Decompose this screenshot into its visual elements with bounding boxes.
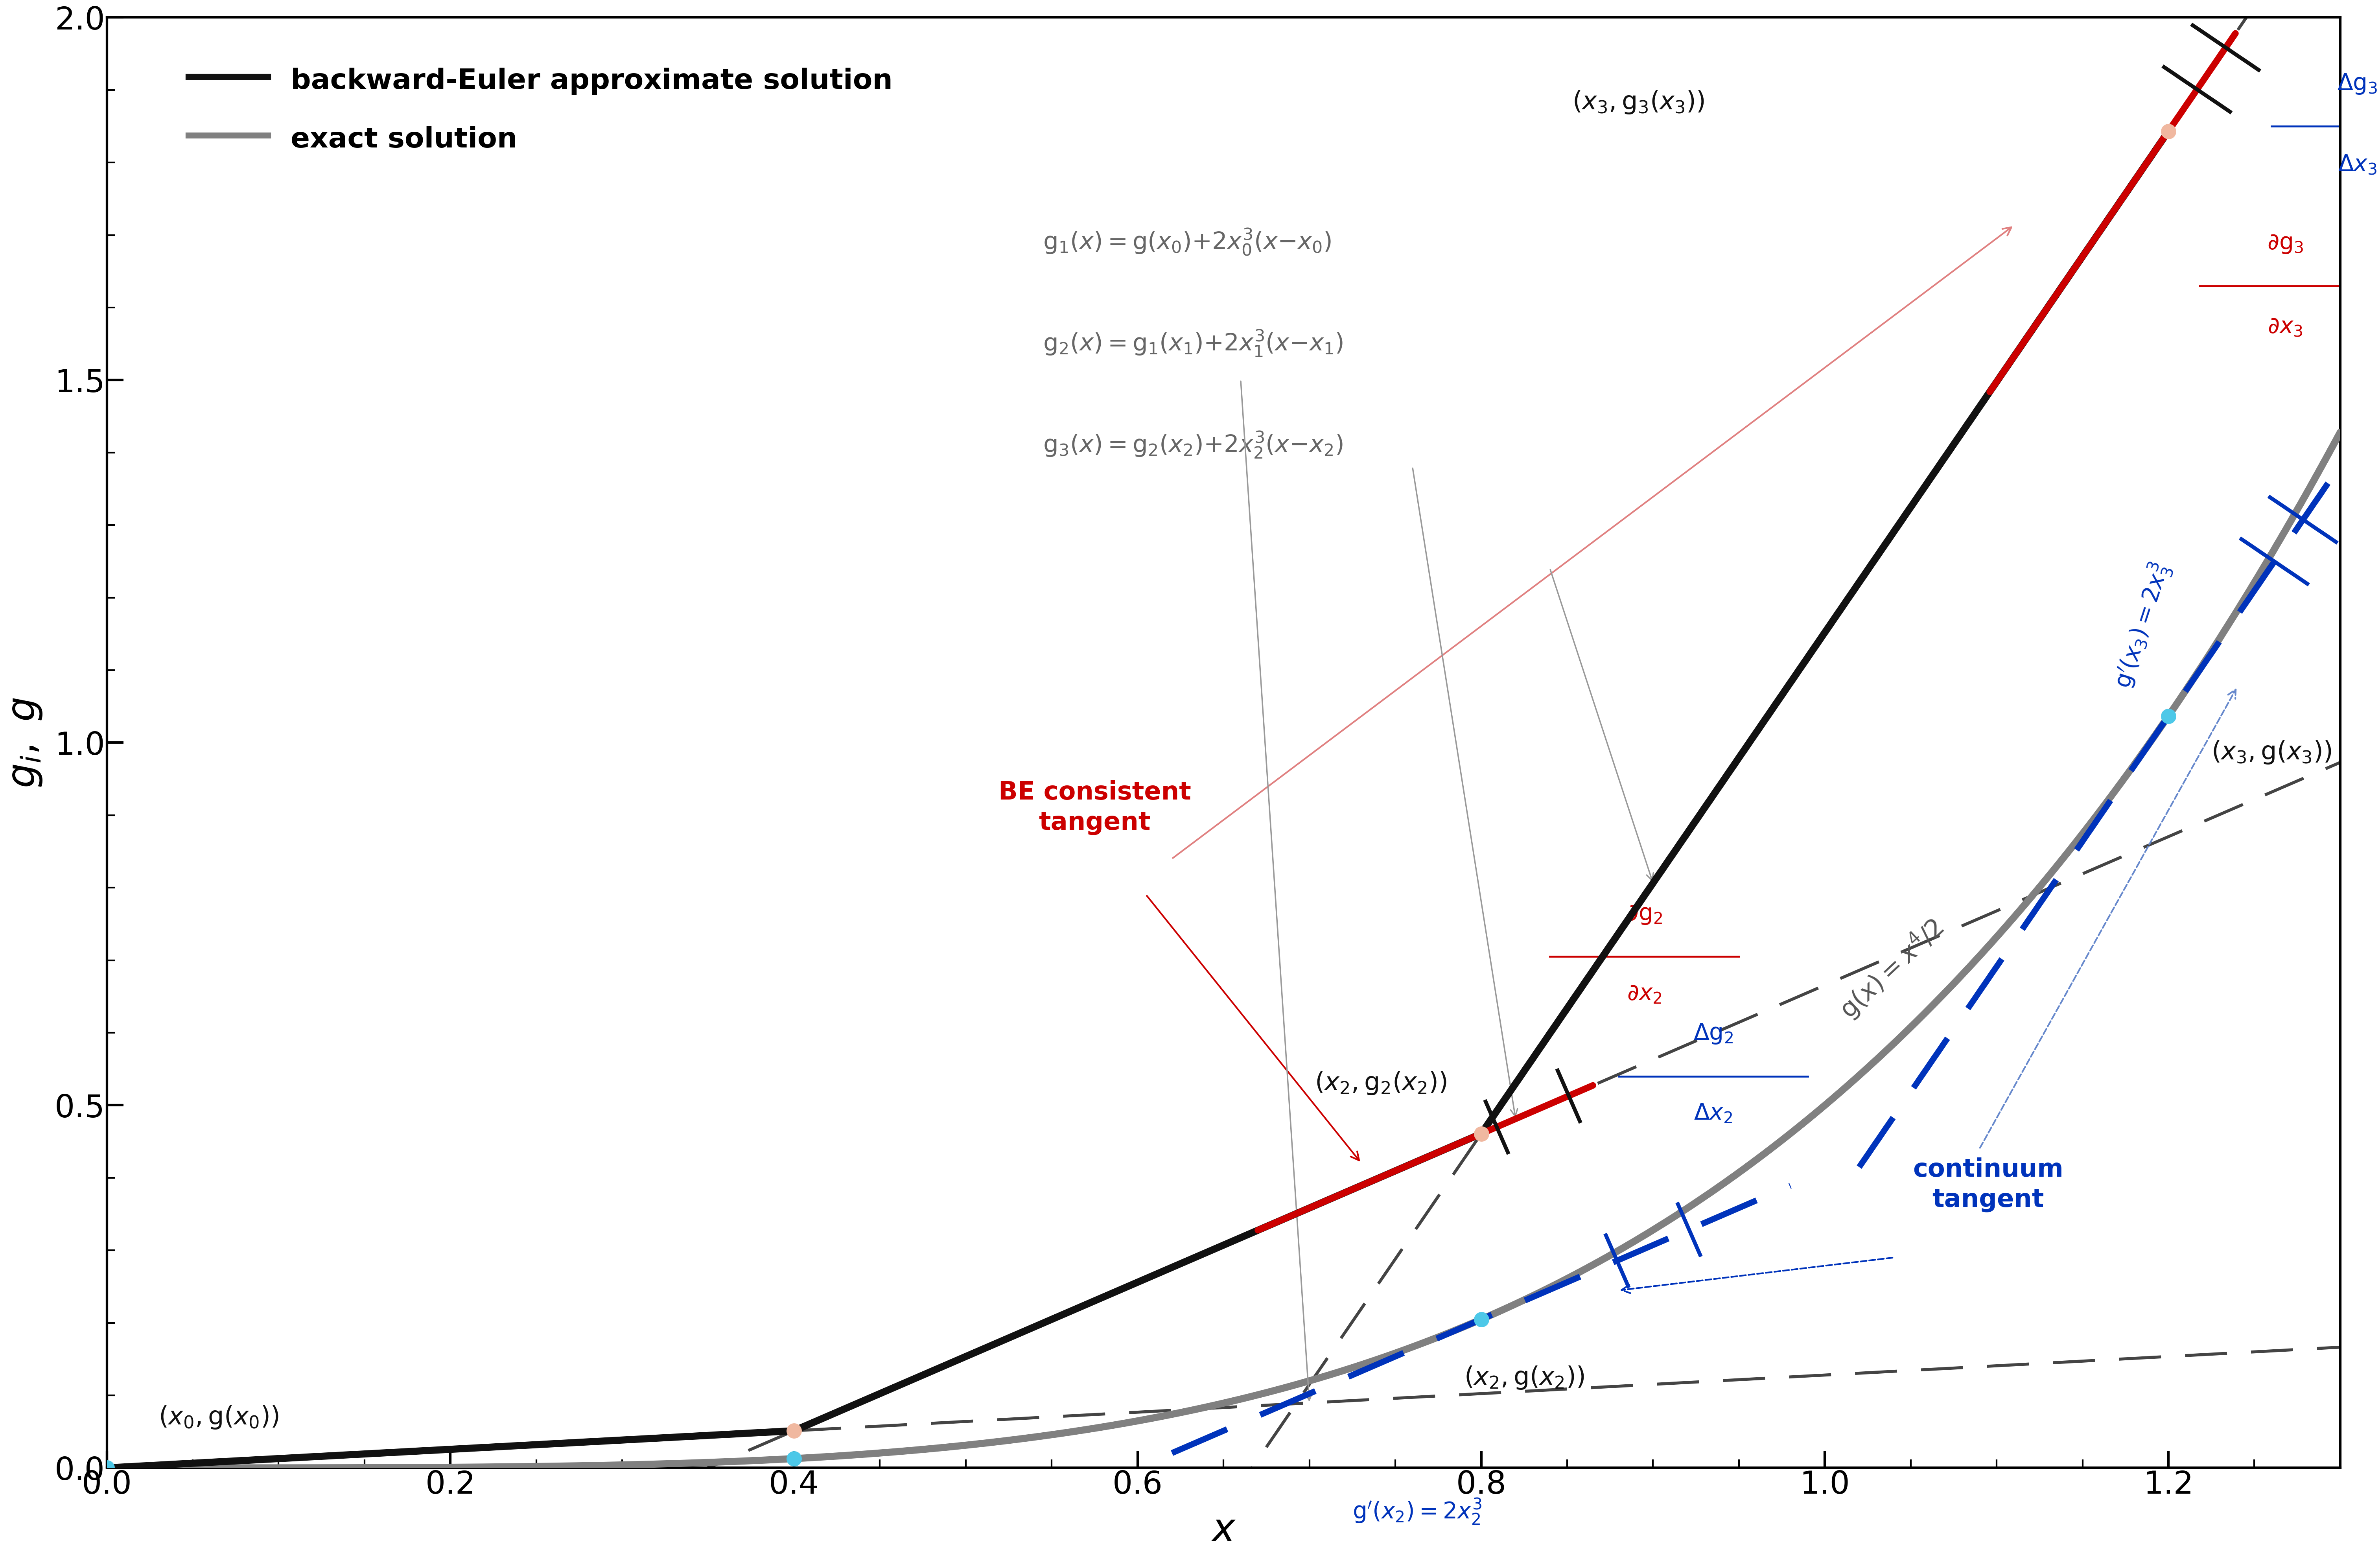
Text: $\mathrm{g}'(x_3){=}2x_3^3$: $\mathrm{g}'(x_3){=}2x_3^3$ [2109, 560, 2175, 692]
Text: $\partial x_3$: $\partial x_3$ [2268, 316, 2304, 337]
Text: $(x_3,\mathrm{g}_3(x_3))$: $(x_3,\mathrm{g}_3(x_3))$ [1573, 89, 1704, 115]
Text: $\partial\mathrm{g}_3$: $\partial\mathrm{g}_3$ [2268, 233, 2304, 255]
Text: $\partial x_2$: $\partial x_2$ [1628, 983, 1661, 1005]
Text: $\Delta\mathrm{g}_2$: $\Delta\mathrm{g}_2$ [1692, 1022, 1733, 1045]
Text: $\Delta x_2$: $\Delta x_2$ [1695, 1102, 1733, 1124]
Text: $(x_0,\mathrm{g}(x_0))$: $(x_0,\mathrm{g}(x_0))$ [159, 1404, 278, 1431]
Y-axis label: $g_i,\ g$: $g_i,\ g$ [5, 697, 43, 788]
Text: $\Delta x_3$: $\Delta x_3$ [2337, 154, 2378, 176]
Text: $\mathrm{g}(x){=}x^4/2$: $\mathrm{g}(x){=}x^4/2$ [1833, 913, 1949, 1025]
Text: continuum
tangent: continuum tangent [1914, 1157, 2063, 1211]
Text: $\mathrm{g}'(x_2){=}2x_2^3$: $\mathrm{g}'(x_2){=}2x_2^3$ [1352, 1497, 1483, 1525]
Text: $\mathrm{g}_3(x){=}\mathrm{g}_2(x_2){+}2x_2^3(x{-}x_2)$: $\mathrm{g}_3(x){=}\mathrm{g}_2(x_2){+}2… [1042, 431, 1342, 460]
Text: $\partial\mathrm{g}_2$: $\partial\mathrm{g}_2$ [1626, 903, 1664, 925]
Text: $\Delta\mathrm{g}_3$: $\Delta\mathrm{g}_3$ [2337, 72, 2378, 95]
X-axis label: $x$: $x$ [1211, 1511, 1235, 1549]
Legend: backward-Euler approximate solution, exact solution: backward-Euler approximate solution, exa… [176, 53, 904, 165]
Text: $(x_2,\mathrm{g}_2(x_2))$: $(x_2,\mathrm{g}_2(x_2))$ [1314, 1070, 1447, 1096]
Text: $(x_3,\mathrm{g}(x_3))$: $(x_3,\mathrm{g}(x_3))$ [2211, 740, 2332, 765]
Text: $(x_2,\mathrm{g}(x_2))$: $(x_2,\mathrm{g}(x_2))$ [1464, 1365, 1585, 1390]
Text: $\mathrm{g}_2(x){=}\mathrm{g}_1(x_1){+}2x_1^3(x{-}x_1)$: $\mathrm{g}_2(x){=}\mathrm{g}_1(x_1){+}2… [1042, 328, 1342, 358]
Text: $\mathrm{g}_1(x){=}\mathrm{g}(x_0){+}2x_0^3(x{-}x_0)$: $\mathrm{g}_1(x){=}\mathrm{g}(x_0){+}2x_… [1042, 227, 1330, 257]
Text: BE consistent
tangent: BE consistent tangent [997, 781, 1190, 835]
